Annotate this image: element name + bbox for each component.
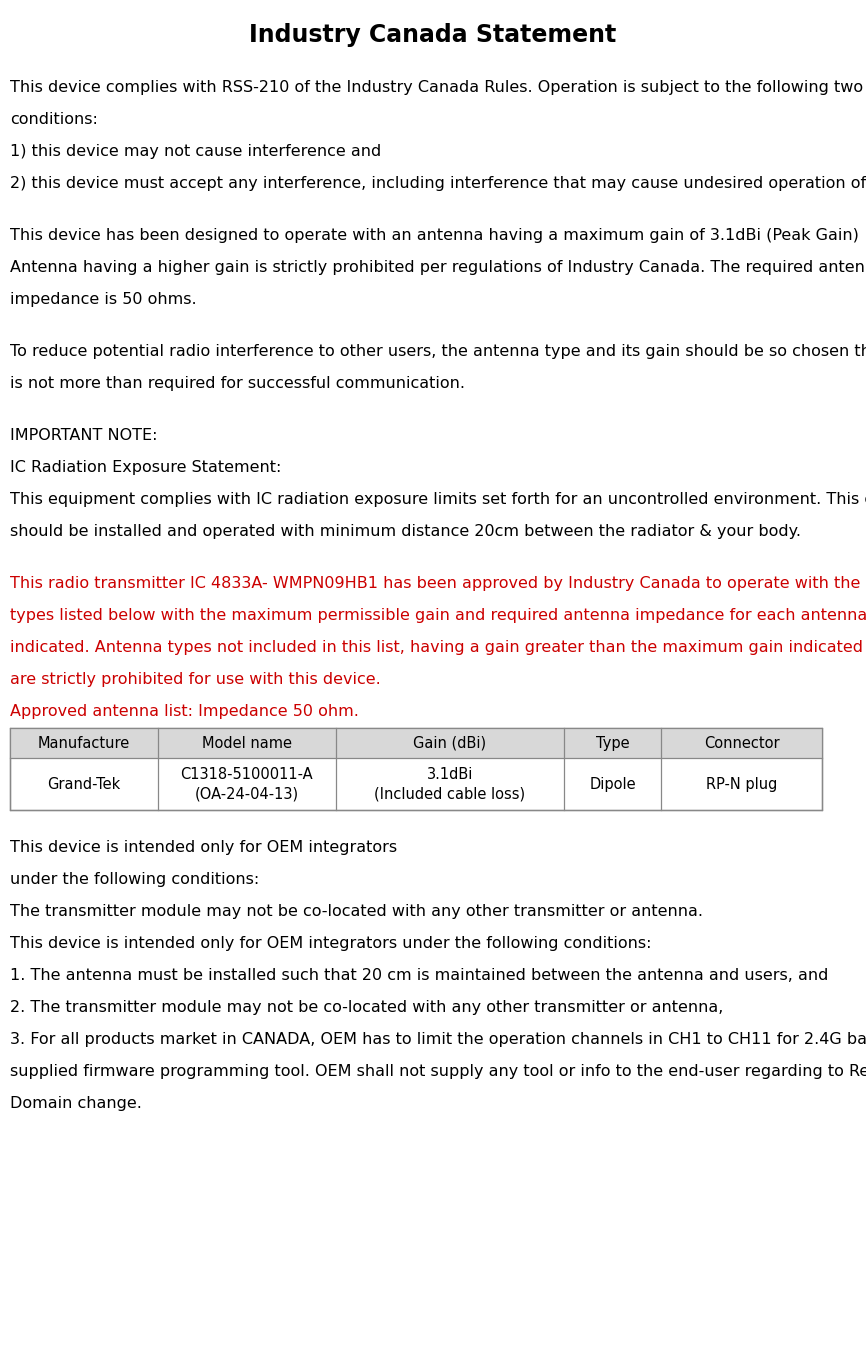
Text: impedance is 50 ohms.: impedance is 50 ohms. xyxy=(10,292,197,307)
Text: conditions:: conditions: xyxy=(10,112,98,127)
Text: Dipole: Dipole xyxy=(590,777,637,792)
Text: should be installed and operated with minimum distance 20cm between the radiator: should be installed and operated with mi… xyxy=(10,523,801,538)
Text: IMPORTANT NOTE:: IMPORTANT NOTE: xyxy=(10,427,158,443)
Text: RP-N plug: RP-N plug xyxy=(706,777,778,792)
Text: This device is intended only for OEM integrators: This device is intended only for OEM int… xyxy=(10,840,397,855)
Text: Gain (dBi): Gain (dBi) xyxy=(413,736,487,751)
Text: Connector: Connector xyxy=(704,736,779,751)
Text: 2. The transmitter module may not be co-located with any other transmitter or an: 2. The transmitter module may not be co-… xyxy=(10,1000,723,1015)
Bar xyxy=(10,727,822,810)
Text: Approved antenna list: Impedance 50 ohm.: Approved antenna list: Impedance 50 ohm. xyxy=(10,704,359,719)
Text: 3.1dBi
(Included cable loss): 3.1dBi (Included cable loss) xyxy=(374,767,526,801)
Text: To reduce potential radio interference to other users, the antenna type and its : To reduce potential radio interference t… xyxy=(10,344,866,359)
Text: This device is intended only for OEM integrators under the following conditions:: This device is intended only for OEM int… xyxy=(10,936,651,951)
Text: Grand-Tek: Grand-Tek xyxy=(48,777,120,792)
Text: Manufacture: Manufacture xyxy=(38,736,130,751)
Bar xyxy=(10,727,822,758)
Text: Type: Type xyxy=(596,736,630,751)
Text: 1) this device may not cause interference and: 1) this device may not cause interferenc… xyxy=(10,144,381,159)
Text: The transmitter module may not be co-located with any other transmitter or anten: The transmitter module may not be co-loc… xyxy=(10,904,703,919)
Text: C1318-5100011-A
(OA-24-04-13): C1318-5100011-A (OA-24-04-13) xyxy=(181,767,313,801)
Text: 1. The antenna must be installed such that 20 cm is maintained between the anten: 1. The antenna must be installed such th… xyxy=(10,969,829,984)
Text: This device complies with RSS-210 of the Industry Canada Rules. Operation is sub: This device complies with RSS-210 of the… xyxy=(10,79,863,95)
Text: Domain change.: Domain change. xyxy=(10,1096,142,1111)
Text: IC Radiation Exposure Statement:: IC Radiation Exposure Statement: xyxy=(10,460,281,475)
Text: This equipment complies with IC radiation exposure limits set forth for an uncon: This equipment complies with IC radiatio… xyxy=(10,492,866,507)
Text: Model name: Model name xyxy=(202,736,292,751)
Text: This radio transmitter IC 4833A- WMPN09HB1 has been approved by Industry Canada : This radio transmitter IC 4833A- WMPN09H… xyxy=(10,575,866,590)
Text: are strictly prohibited for use with this device.: are strictly prohibited for use with thi… xyxy=(10,673,381,686)
Text: Antenna having a higher gain is strictly prohibited per regulations of Industry : Antenna having a higher gain is strictly… xyxy=(10,260,866,275)
Text: 2) this device must accept any interference, including interference that may cau: 2) this device must accept any interfere… xyxy=(10,175,866,190)
Text: is not more than required for successful communication.: is not more than required for successful… xyxy=(10,375,465,390)
Text: indicated. Antenna types not included in this list, having a gain greater than t: indicated. Antenna types not included in… xyxy=(10,640,866,655)
Text: types listed below with the maximum permissible gain and required antenna impeda: types listed below with the maximum perm… xyxy=(10,608,866,623)
Text: This device has been designed to operate with an antenna having a maximum gain o: This device has been designed to operate… xyxy=(10,227,859,242)
Text: Industry Canada Statement: Industry Canada Statement xyxy=(249,23,617,47)
Text: supplied firmware programming tool. OEM shall not supply any tool or info to the: supplied firmware programming tool. OEM … xyxy=(10,1064,866,1080)
Text: under the following conditions:: under the following conditions: xyxy=(10,871,259,886)
Text: 3. For all products market in CANADA, OEM has to limit the operation channels in: 3. For all products market in CANADA, OE… xyxy=(10,1032,866,1047)
